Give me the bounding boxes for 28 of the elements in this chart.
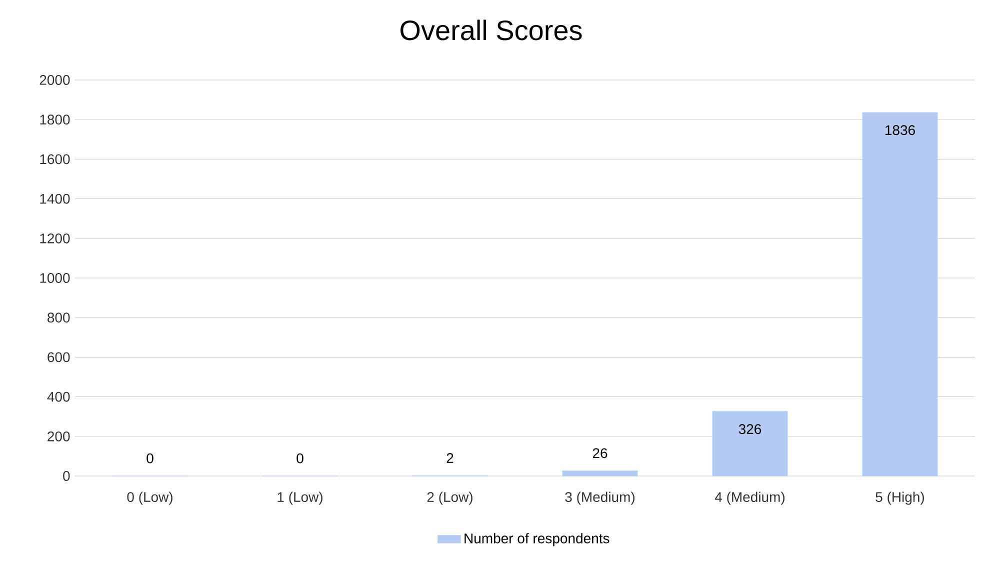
y-tick-label: 1400 [40,194,70,204]
data-label: 0 [146,453,154,464]
bar [712,411,788,476]
y-tick-label: 2000 [40,75,70,85]
bar [862,112,938,476]
y-tick-label: 800 [48,312,70,323]
y-tick-label: 0 [63,471,70,481]
legend-label: Number of respondents [464,533,610,546]
y-tick-label: 400 [47,392,70,402]
data-label: 0 [296,453,304,464]
x-tick-label: 3 (Medium) [565,492,634,505]
y-tick-label: 1600 [40,154,70,164]
bar [562,470,638,476]
x-tick-label: 5 (High) [876,492,924,505]
x-tick-label: 0 (Low) [127,492,172,505]
data-label: 26 [592,448,608,458]
data-label: 2 [446,453,454,463]
data-label: 1836 [885,125,915,136]
x-tick-label: 4 (Medium) [714,492,784,505]
chart-title: Overall Scores [400,20,582,40]
y-tick-label: 600 [48,352,70,362]
y-tick-label: 1200 [40,233,70,244]
y-tick-label: 1800 [40,114,70,125]
y-tick-label: 200 [48,431,70,442]
data-label: 326 [738,424,762,434]
x-tick-label: 2 (Low) [427,492,472,505]
x-tick-label: 1 (Low) [278,492,322,505]
y-tick-label: 1000 [40,273,70,283]
